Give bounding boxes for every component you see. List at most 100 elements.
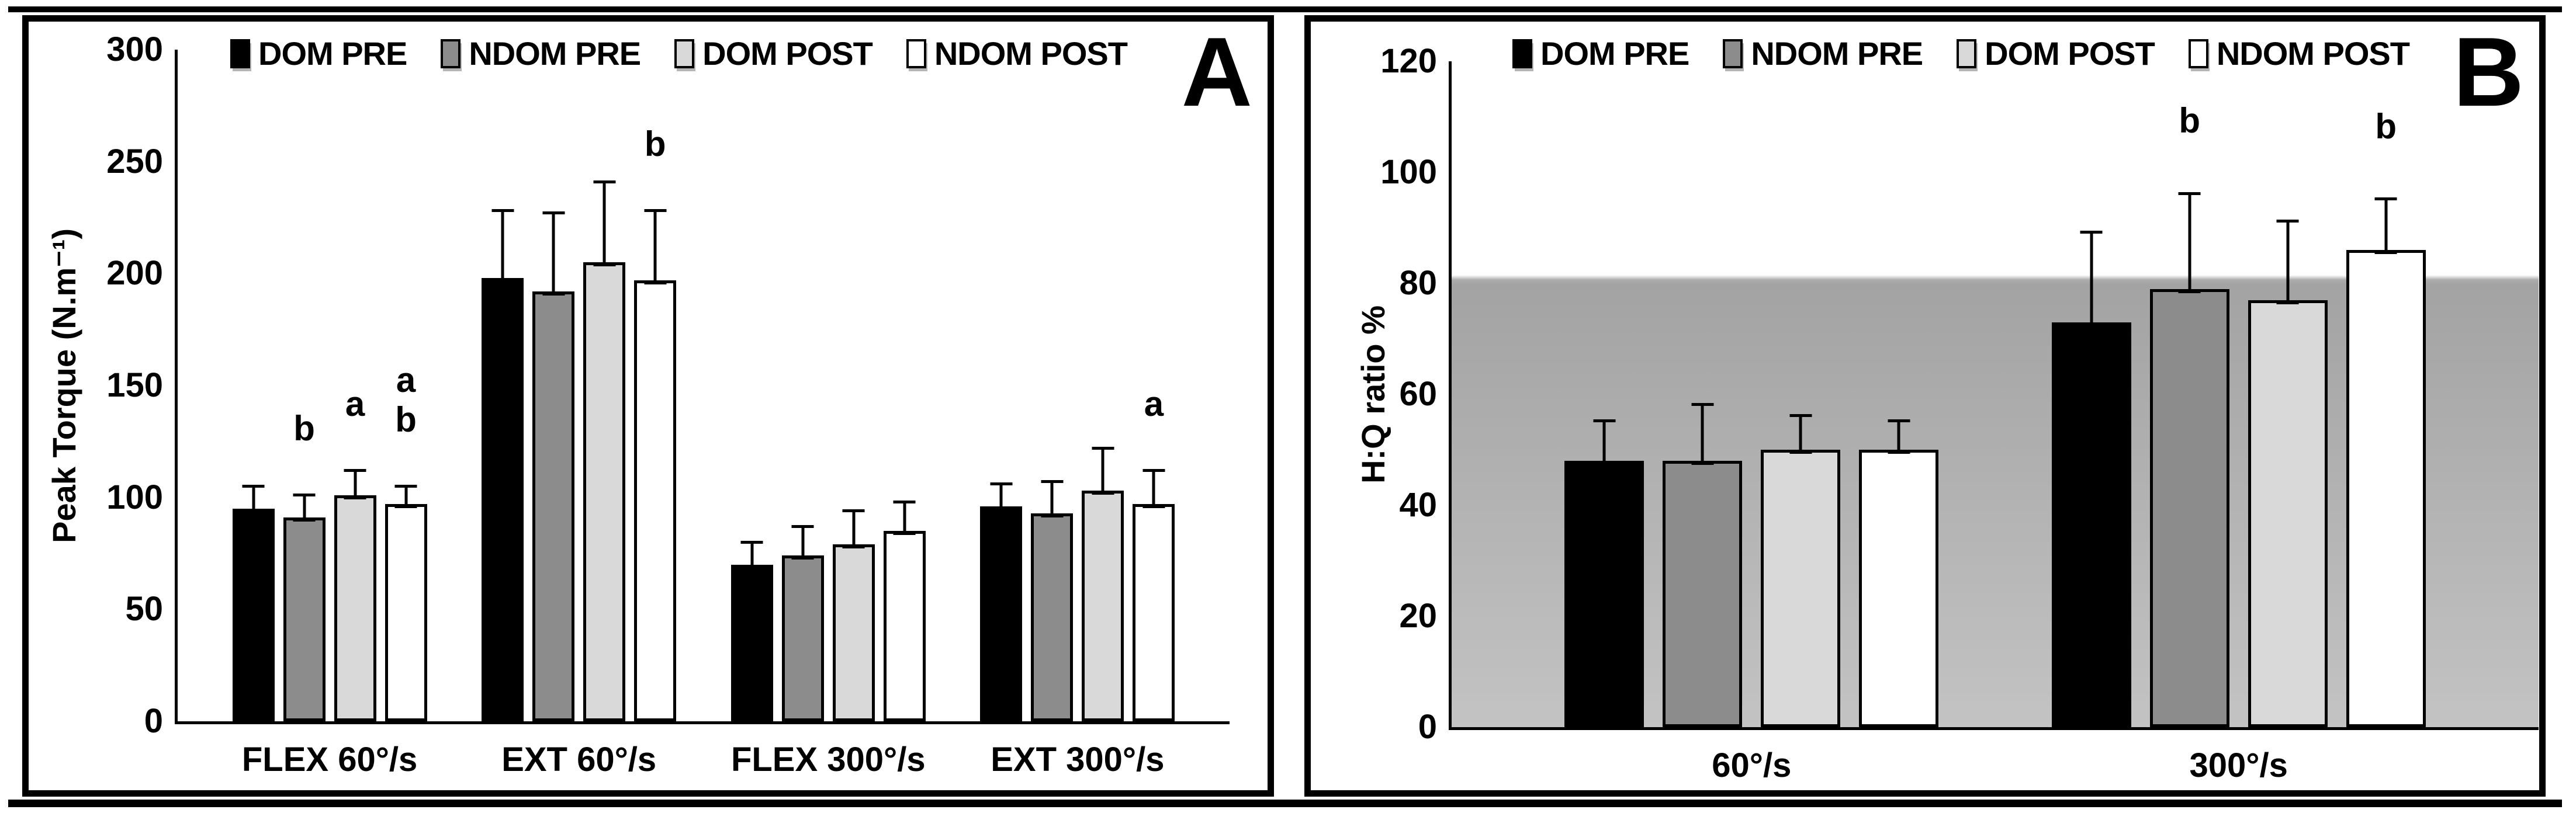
legend-swatch-icon [1957, 39, 1977, 68]
error-bar [501, 209, 504, 281]
legend-label: DOM PRE [258, 35, 407, 72]
bar-group-60-s: 60°/s [1564, 402, 1939, 784]
bar [1082, 446, 1124, 721]
bar: a [1133, 384, 1175, 721]
bar: b [2346, 107, 2426, 727]
error-bar [999, 482, 1003, 509]
bar: b [634, 124, 677, 721]
error-bar [404, 484, 408, 508]
error-bar [1897, 419, 1900, 453]
legend-label: DOM POST [1985, 35, 2155, 72]
bar-groups: 60°/s b b 300°/s [1452, 61, 2539, 784]
legend-swatch-icon [674, 39, 695, 68]
error-bar [2384, 197, 2388, 253]
significance-letter-glyph: b [2179, 101, 2200, 141]
bar [1859, 419, 1939, 727]
significance-letter: b [293, 409, 315, 448]
y-axis-tick-label: 80 [1399, 264, 1437, 302]
legend-item-ndom-pre: NDOM PRE [1723, 34, 1923, 72]
legend-item-dom-post: DOM POST [1957, 34, 2155, 72]
bar: a [334, 384, 376, 721]
panel-a-letter: A [1181, 17, 1252, 127]
significance-letter-glyph: b [395, 399, 417, 439]
panel-a: A DOM PRE NDOM PRE DOM POST NDOM POST Peak … [22, 15, 1274, 797]
bar-group-flex-60-s: b a a b FLEX 60°/s [232, 360, 427, 779]
error-bar [1050, 480, 1054, 516]
error-bar [852, 509, 856, 548]
legend-item-dom-pre: DOM PRE [230, 34, 407, 72]
legend-label: DOM PRE [1540, 35, 1689, 72]
significance-letter-glyph: b [644, 124, 666, 164]
bar [232, 484, 275, 721]
x-axis-category-label: 300°/s [2189, 746, 2288, 784]
legend-label: NDOM POST [2216, 35, 2410, 72]
legend-item-dom-pre: DOM PRE [1512, 34, 1689, 72]
y-axis-title-a: Peak Torque (N.m⁻¹) [45, 228, 82, 543]
bar [482, 209, 524, 721]
bar-groups: b a a b FLEX 60°/s b EXT 60°/s FLEX 300°/s a EXT … [178, 50, 1230, 779]
error-bar [801, 524, 805, 559]
legend-swatch-icon [1512, 39, 1532, 68]
significance-letter-glyph: a [1144, 384, 1164, 423]
legend-label: NDOM PRE [1751, 35, 1923, 72]
significance-letter-glyph: b [2375, 106, 2397, 146]
y-axis-title-wrap-a: Peak Torque (N.m⁻¹) [39, 50, 88, 721]
y-axis-tick-label: 0 [144, 702, 163, 740]
error-bar [2286, 220, 2290, 303]
bar [730, 540, 773, 721]
y-axis-tick-label: 250 [106, 142, 163, 180]
bar [532, 211, 575, 721]
y-axis-tick-label: 20 [1399, 597, 1437, 635]
significance-letter-glyph: b [293, 408, 315, 448]
error-bar [653, 209, 657, 283]
bar [2051, 231, 2131, 727]
bar-group-ext-60-s: b EXT 60°/s [482, 124, 677, 779]
bar: b [2149, 101, 2229, 727]
error-bar [2188, 192, 2191, 292]
bar: b [283, 409, 326, 721]
legend-swatch-icon [2188, 39, 2208, 68]
legend-item-ndom-post: NDOM POST [906, 34, 1128, 72]
error-bar [552, 211, 555, 294]
legend-label: NDOM PRE [469, 35, 641, 72]
bar [883, 500, 926, 721]
legend-label: NDOM POST [934, 35, 1128, 72]
legend-label: DOM POST [702, 35, 873, 72]
legend-swatch-icon [906, 39, 926, 68]
legend-item-dom-post: DOM POST [674, 34, 873, 72]
error-bar [2090, 231, 2093, 325]
error-bar [750, 540, 754, 568]
error-bar [1799, 414, 1802, 453]
bar-group-flex-300-s: FLEX 300°/s [730, 500, 926, 779]
y-axis-tick-label: 40 [1399, 486, 1437, 524]
x-axis-category-label: FLEX 300°/s [730, 741, 926, 779]
y-axis-title-b: H:Q ratio % [1354, 305, 1391, 484]
y-axis-tick-label: 100 [106, 478, 163, 516]
legend-item-ndom-post: NDOM POST [2188, 34, 2410, 72]
error-bar [354, 469, 357, 498]
y-axis-tick-label: 100 [1380, 153, 1437, 191]
bar [1564, 419, 1644, 727]
top-border-rule [8, 6, 2562, 12]
significance-letter: b [645, 124, 666, 164]
bar [1761, 414, 1841, 727]
y-axis-tick-label: 200 [106, 254, 163, 293]
y-axis-tick-label: 300 [106, 30, 163, 68]
y-axis-tick-label: 60 [1399, 375, 1437, 413]
legend-panel-a: DOM PRE NDOM PRE DOM POST NDOM POST [230, 34, 1128, 72]
bar [1663, 402, 1743, 727]
x-axis-category-label: EXT 60°/s [501, 741, 657, 779]
significance-letter-glyph: a [345, 384, 365, 423]
bar-group-300-s: b b 300°/s [2051, 101, 2426, 784]
legend-swatch-icon [441, 39, 461, 68]
x-axis-category-label: 60°/s [1712, 746, 1792, 784]
chart-plot-b: 0 20 40 60 80 100 120 60°/s b b 300°/s [1380, 44, 2539, 784]
error-bar [903, 500, 906, 534]
legend-panel-b: DOM PRE NDOM PRE DOM POST NDOM POST [1512, 34, 2410, 72]
panel-b-letter: B [2453, 17, 2524, 127]
y-axis-tick-label: 150 [106, 366, 163, 404]
bar [2248, 220, 2328, 727]
